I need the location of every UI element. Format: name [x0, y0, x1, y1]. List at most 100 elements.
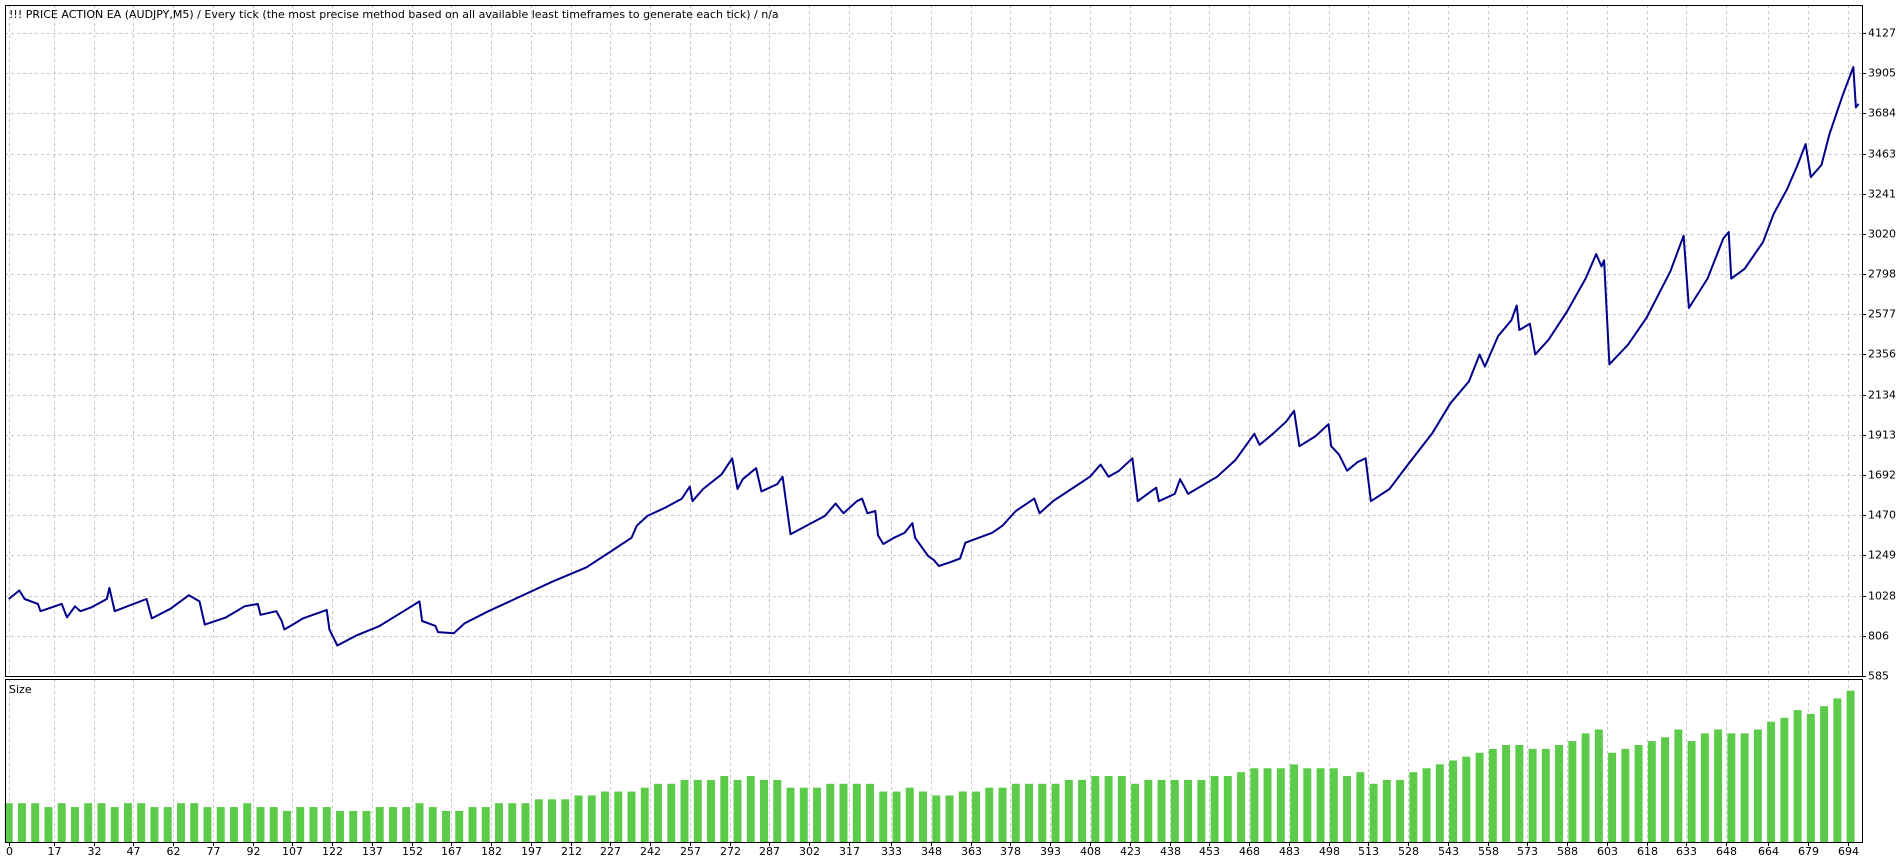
size-bar — [428, 807, 437, 842]
size-bar — [998, 787, 1007, 842]
size-bar — [123, 803, 132, 842]
y-tick-label: 3684 — [1868, 107, 1896, 120]
size-bar — [110, 807, 119, 842]
x-tick-label: 679 — [1798, 845, 1819, 858]
size-bar — [508, 803, 517, 842]
size-bar — [1104, 776, 1113, 842]
size-bar — [1674, 729, 1683, 842]
size-bar — [1051, 783, 1060, 842]
size-bar — [495, 803, 503, 842]
size-bar — [548, 799, 556, 842]
size-bar — [1117, 776, 1126, 842]
grid-layer — [5, 5, 1866, 846]
size-bar — [1528, 748, 1537, 842]
size-bar — [1449, 760, 1458, 842]
x-tick-label: 242 — [640, 845, 661, 858]
size-bar — [521, 803, 530, 842]
x-tick-label: 152 — [402, 845, 423, 858]
size-bar — [17, 803, 26, 842]
size-bar — [243, 803, 252, 842]
size-bar — [137, 803, 146, 842]
x-tick-label: 664 — [1758, 845, 1779, 858]
size-bar — [468, 807, 477, 842]
size-bar — [1369, 783, 1378, 842]
size-bar — [1515, 744, 1524, 842]
size-bar — [1197, 779, 1206, 842]
x-tick-label: 423 — [1120, 845, 1141, 858]
size-bar — [375, 807, 384, 842]
chart-title: !!! PRICE ACTION EA (AUDJPY,M5) / Every … — [9, 8, 779, 21]
size-bar — [1422, 768, 1431, 842]
x-tick-label: 227 — [600, 845, 621, 858]
y-tick-label: 1913 — [1868, 429, 1896, 442]
size-bar — [813, 787, 821, 842]
x-tick-label: 212 — [561, 845, 582, 858]
size-bar — [1555, 744, 1564, 842]
size-bar — [1502, 744, 1511, 842]
size-bar — [389, 807, 397, 842]
y-tick-label: 1470 — [1868, 509, 1896, 522]
x-tick-label: 167 — [441, 845, 462, 858]
y-tick-label: 585 — [1868, 670, 1889, 683]
size-bar — [799, 787, 808, 842]
size-bar — [309, 807, 318, 842]
size-bar — [1594, 729, 1603, 842]
size-bar — [1462, 756, 1471, 842]
size-bar — [1396, 779, 1405, 842]
size-bar — [1687, 741, 1696, 842]
size-bar — [97, 803, 106, 842]
x-tick-label: 573 — [1517, 845, 1538, 858]
mark-layer — [4, 66, 1860, 842]
size-bar — [720, 776, 729, 842]
x-tick-label: 543 — [1438, 845, 1459, 858]
size-bar — [839, 783, 848, 842]
size-bar — [866, 783, 875, 842]
x-tick-label: 513 — [1358, 845, 1379, 858]
size-bar — [336, 810, 344, 842]
size-bar — [919, 791, 928, 842]
size-bar — [945, 795, 954, 842]
size-bar — [1409, 772, 1418, 842]
y-tick-label: 3241 — [1868, 188, 1896, 201]
size-bar — [362, 810, 371, 842]
y-tick-label: 3905 — [1868, 67, 1896, 80]
x-tick-label: 287 — [759, 845, 780, 858]
size-panel-title: Size — [9, 683, 32, 696]
x-tick-label: 408 — [1080, 845, 1101, 858]
size-bar — [786, 787, 795, 842]
size-bar — [442, 810, 450, 842]
x-tick-label: 618 — [1637, 845, 1658, 858]
size-bar — [1581, 733, 1590, 842]
x-tick-label: 137 — [362, 845, 383, 858]
size-bar — [1661, 737, 1670, 842]
size-bar — [1064, 779, 1073, 842]
size-bar — [1568, 741, 1577, 842]
size-bar — [852, 783, 861, 842]
x-tick-label: 182 — [481, 845, 502, 858]
x-tick-label: 348 — [921, 845, 942, 858]
size-bar — [203, 807, 212, 842]
size-bar — [176, 803, 185, 842]
size-bar — [760, 779, 768, 842]
size-bar — [654, 783, 662, 842]
x-tick-label: 588 — [1557, 845, 1578, 858]
size-bar — [826, 783, 835, 842]
size-bar — [1091, 776, 1100, 842]
x-tick-label: 62 — [167, 845, 181, 858]
y-tick-label: 2577 — [1868, 308, 1896, 321]
x-tick-label: 107 — [282, 845, 303, 858]
size-bar — [1634, 744, 1643, 842]
size-bar — [905, 787, 914, 842]
size-bar — [733, 779, 742, 842]
size-bar — [707, 779, 715, 842]
x-tick-label: 317 — [839, 845, 860, 858]
size-bar — [1184, 779, 1193, 842]
x-tick-label: 302 — [799, 845, 820, 858]
balance-line — [8, 66, 1860, 647]
size-bar — [627, 791, 636, 842]
size-bar — [1833, 698, 1842, 842]
y-tick-label: 1028 — [1868, 590, 1896, 603]
size-bar — [1329, 768, 1338, 842]
size-bar — [1541, 748, 1550, 842]
